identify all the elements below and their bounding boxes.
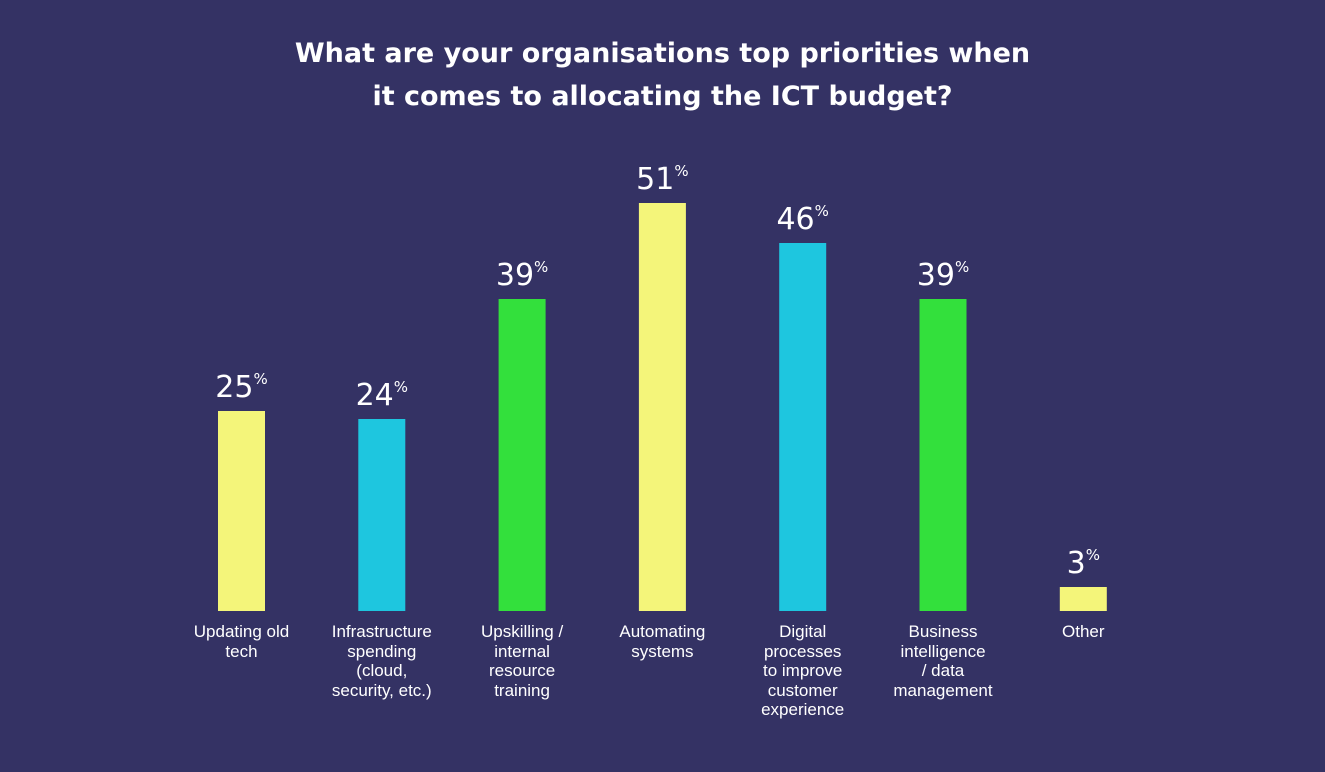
value-label-1: 25% [215,370,267,405]
category-label-1: Updating old tech [193,622,290,661]
bar-3 [498,299,546,611]
chart-title-line-1: What are your organisations top prioriti… [294,38,1031,69]
value-percent-sign: % [1086,546,1100,564]
value-label-6: 39% [917,258,969,293]
value-number: 51 [636,162,674,197]
category-label-5: Digital processes to improve customer ex… [761,622,845,719]
bar-2 [358,419,406,611]
category-label-2: Infrastructure spending (cloud, security… [331,622,432,700]
value-number: 25 [215,370,253,405]
value-percent-sign: % [955,258,969,276]
value-label-2: 24% [356,378,408,413]
value-percent-sign: % [674,162,688,180]
category-label-6: Business intelligence / data management [893,622,993,700]
value-number: 24 [356,378,394,413]
bar-7 [1059,587,1107,611]
bar-5 [779,243,827,611]
bar-1 [218,411,265,611]
chart-title: What are your organisations top prioriti… [0,32,1325,118]
category-label-4: Automating systems [619,622,706,661]
value-number: 3 [1067,546,1086,581]
value-label-3: 39% [496,258,548,293]
category-label-3: Upskilling / internal resource training [480,622,564,700]
value-percent-sign: % [815,202,829,220]
value-label-7: 3% [1067,546,1100,581]
value-label-4: 51% [636,162,688,197]
value-number: 39 [496,258,534,293]
chart-title-line-2: it comes to allocating the ICT budget? [372,81,953,112]
value-number: 39 [917,258,955,293]
value-label-5: 46% [776,202,828,237]
category-label-7: Other [1062,622,1105,641]
value-percent-sign: % [394,378,408,396]
value-percent-sign: % [253,370,267,388]
bar-4 [638,203,686,611]
value-percent-sign: % [534,258,548,276]
bar-6 [919,299,967,611]
value-number: 46 [776,202,814,237]
